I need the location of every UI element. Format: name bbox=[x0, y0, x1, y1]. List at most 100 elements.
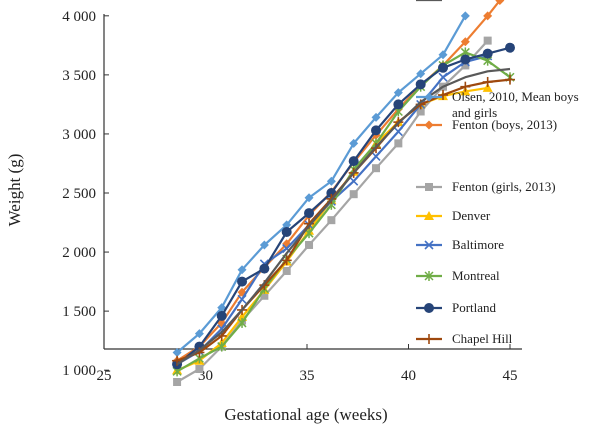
data-point bbox=[173, 378, 182, 386]
data-point bbox=[460, 54, 471, 65]
data-point bbox=[260, 291, 269, 300]
x-tick-label: 40 bbox=[401, 368, 416, 384]
legend-item: Fenton (girls, 2013) bbox=[416, 179, 556, 194]
series-line bbox=[176, 67, 511, 366]
data-point bbox=[483, 36, 492, 45]
legend-label: Fenton (boys, 2013) bbox=[452, 117, 557, 132]
series-line bbox=[176, 46, 511, 366]
data-point bbox=[505, 42, 515, 53]
data-point bbox=[415, 79, 426, 90]
data-point bbox=[282, 266, 291, 275]
data-point bbox=[438, 62, 449, 73]
data-point bbox=[495, 0, 505, 5]
data-point bbox=[393, 99, 404, 110]
data-point bbox=[304, 193, 314, 203]
data-point bbox=[438, 89, 449, 100]
data-point bbox=[326, 176, 336, 186]
data-point bbox=[304, 208, 315, 219]
data-point bbox=[305, 240, 314, 249]
data-point bbox=[349, 190, 358, 199]
data-point bbox=[216, 310, 227, 321]
legend-item: Portland bbox=[416, 300, 497, 315]
data-point bbox=[438, 72, 448, 82]
legend-label: Chapel Hill bbox=[452, 331, 513, 346]
legend-label: Portland bbox=[452, 300, 497, 315]
legend-marker bbox=[424, 240, 434, 250]
legend-item: Denver bbox=[416, 208, 491, 223]
legend-item: Baltimore bbox=[416, 237, 504, 252]
data-point bbox=[237, 317, 247, 328]
data-point bbox=[460, 37, 470, 47]
data-point bbox=[371, 112, 381, 122]
data-point bbox=[460, 11, 470, 21]
data-point bbox=[416, 69, 426, 79]
x-tick-label: 35 bbox=[300, 368, 315, 384]
data-point bbox=[282, 220, 292, 230]
data-point bbox=[482, 76, 493, 87]
data-point bbox=[172, 347, 182, 357]
series-line bbox=[176, 15, 467, 354]
x-tick-label: 25 bbox=[97, 368, 112, 384]
data-point bbox=[217, 341, 227, 352]
data-point bbox=[349, 176, 359, 186]
legend-label-line: and girls bbox=[452, 105, 497, 120]
legend-item: 12 U.S. Cities bbox=[416, 0, 525, 3]
data-point bbox=[327, 216, 336, 225]
y-tick-label: 1 500 bbox=[62, 304, 96, 320]
y-tick-label: 2 000 bbox=[62, 245, 96, 261]
data-point bbox=[482, 48, 493, 59]
data-point bbox=[438, 50, 448, 60]
series-9 bbox=[176, 67, 511, 366]
series-1 bbox=[172, 11, 470, 357]
y-axis-title: Weight (g) bbox=[5, 154, 24, 227]
data-point bbox=[217, 303, 227, 313]
legend-marker bbox=[424, 271, 434, 281]
data-point bbox=[460, 81, 471, 92]
data-point bbox=[482, 82, 493, 92]
y-tick-label: 1 000 bbox=[62, 363, 96, 379]
legend-marker bbox=[424, 211, 434, 220]
data-point bbox=[237, 276, 248, 287]
legend-label: Fenton (girls, 2013) bbox=[452, 179, 556, 194]
legend-item: Montreal bbox=[416, 268, 500, 283]
legend-label: Olsen, 2010, Mean boys and girls bbox=[452, 89, 579, 120]
legend-item: Olsen, 2010, Mean boys and girls bbox=[416, 89, 579, 120]
legend-marker bbox=[425, 183, 433, 191]
data-point bbox=[393, 88, 403, 98]
x-axis-title: Gestational age (weeks) bbox=[224, 405, 387, 424]
data-point bbox=[393, 127, 403, 137]
data-point bbox=[371, 125, 382, 136]
data-point bbox=[371, 151, 381, 161]
series-7 bbox=[172, 42, 515, 370]
y-tick-label: 3 000 bbox=[62, 127, 96, 143]
y-tick-label: 4 000 bbox=[62, 9, 96, 25]
data-point bbox=[237, 294, 247, 304]
legend-label: 12 U.S. Cities bbox=[452, 0, 525, 3]
y-tick-label: 3 500 bbox=[62, 68, 96, 84]
data-point bbox=[194, 329, 204, 339]
data-point bbox=[281, 255, 292, 266]
data-point bbox=[259, 263, 270, 274]
data-point bbox=[505, 74, 515, 85]
legend-marker bbox=[424, 92, 434, 102]
legend-marker bbox=[424, 334, 434, 344]
data-point bbox=[416, 107, 425, 116]
y-tick-label: 2 500 bbox=[62, 186, 96, 202]
legend-marker bbox=[424, 120, 434, 130]
data-point bbox=[349, 138, 359, 148]
data-point bbox=[259, 240, 269, 250]
legend-label: Montreal bbox=[452, 268, 500, 283]
legend-item: Fenton (boys, 2013) bbox=[416, 117, 557, 132]
legend-label: Baltimore bbox=[452, 237, 504, 252]
data-point bbox=[281, 226, 292, 237]
legend-item: Chapel Hill bbox=[416, 331, 513, 346]
data-point bbox=[483, 11, 493, 21]
data-point bbox=[394, 139, 403, 148]
legend-label: Denver bbox=[452, 208, 491, 223]
data-point bbox=[237, 265, 247, 275]
x-tick-label: 45 bbox=[503, 368, 518, 384]
legend-label-line: Olsen, 2010, Mean boys bbox=[452, 89, 579, 104]
